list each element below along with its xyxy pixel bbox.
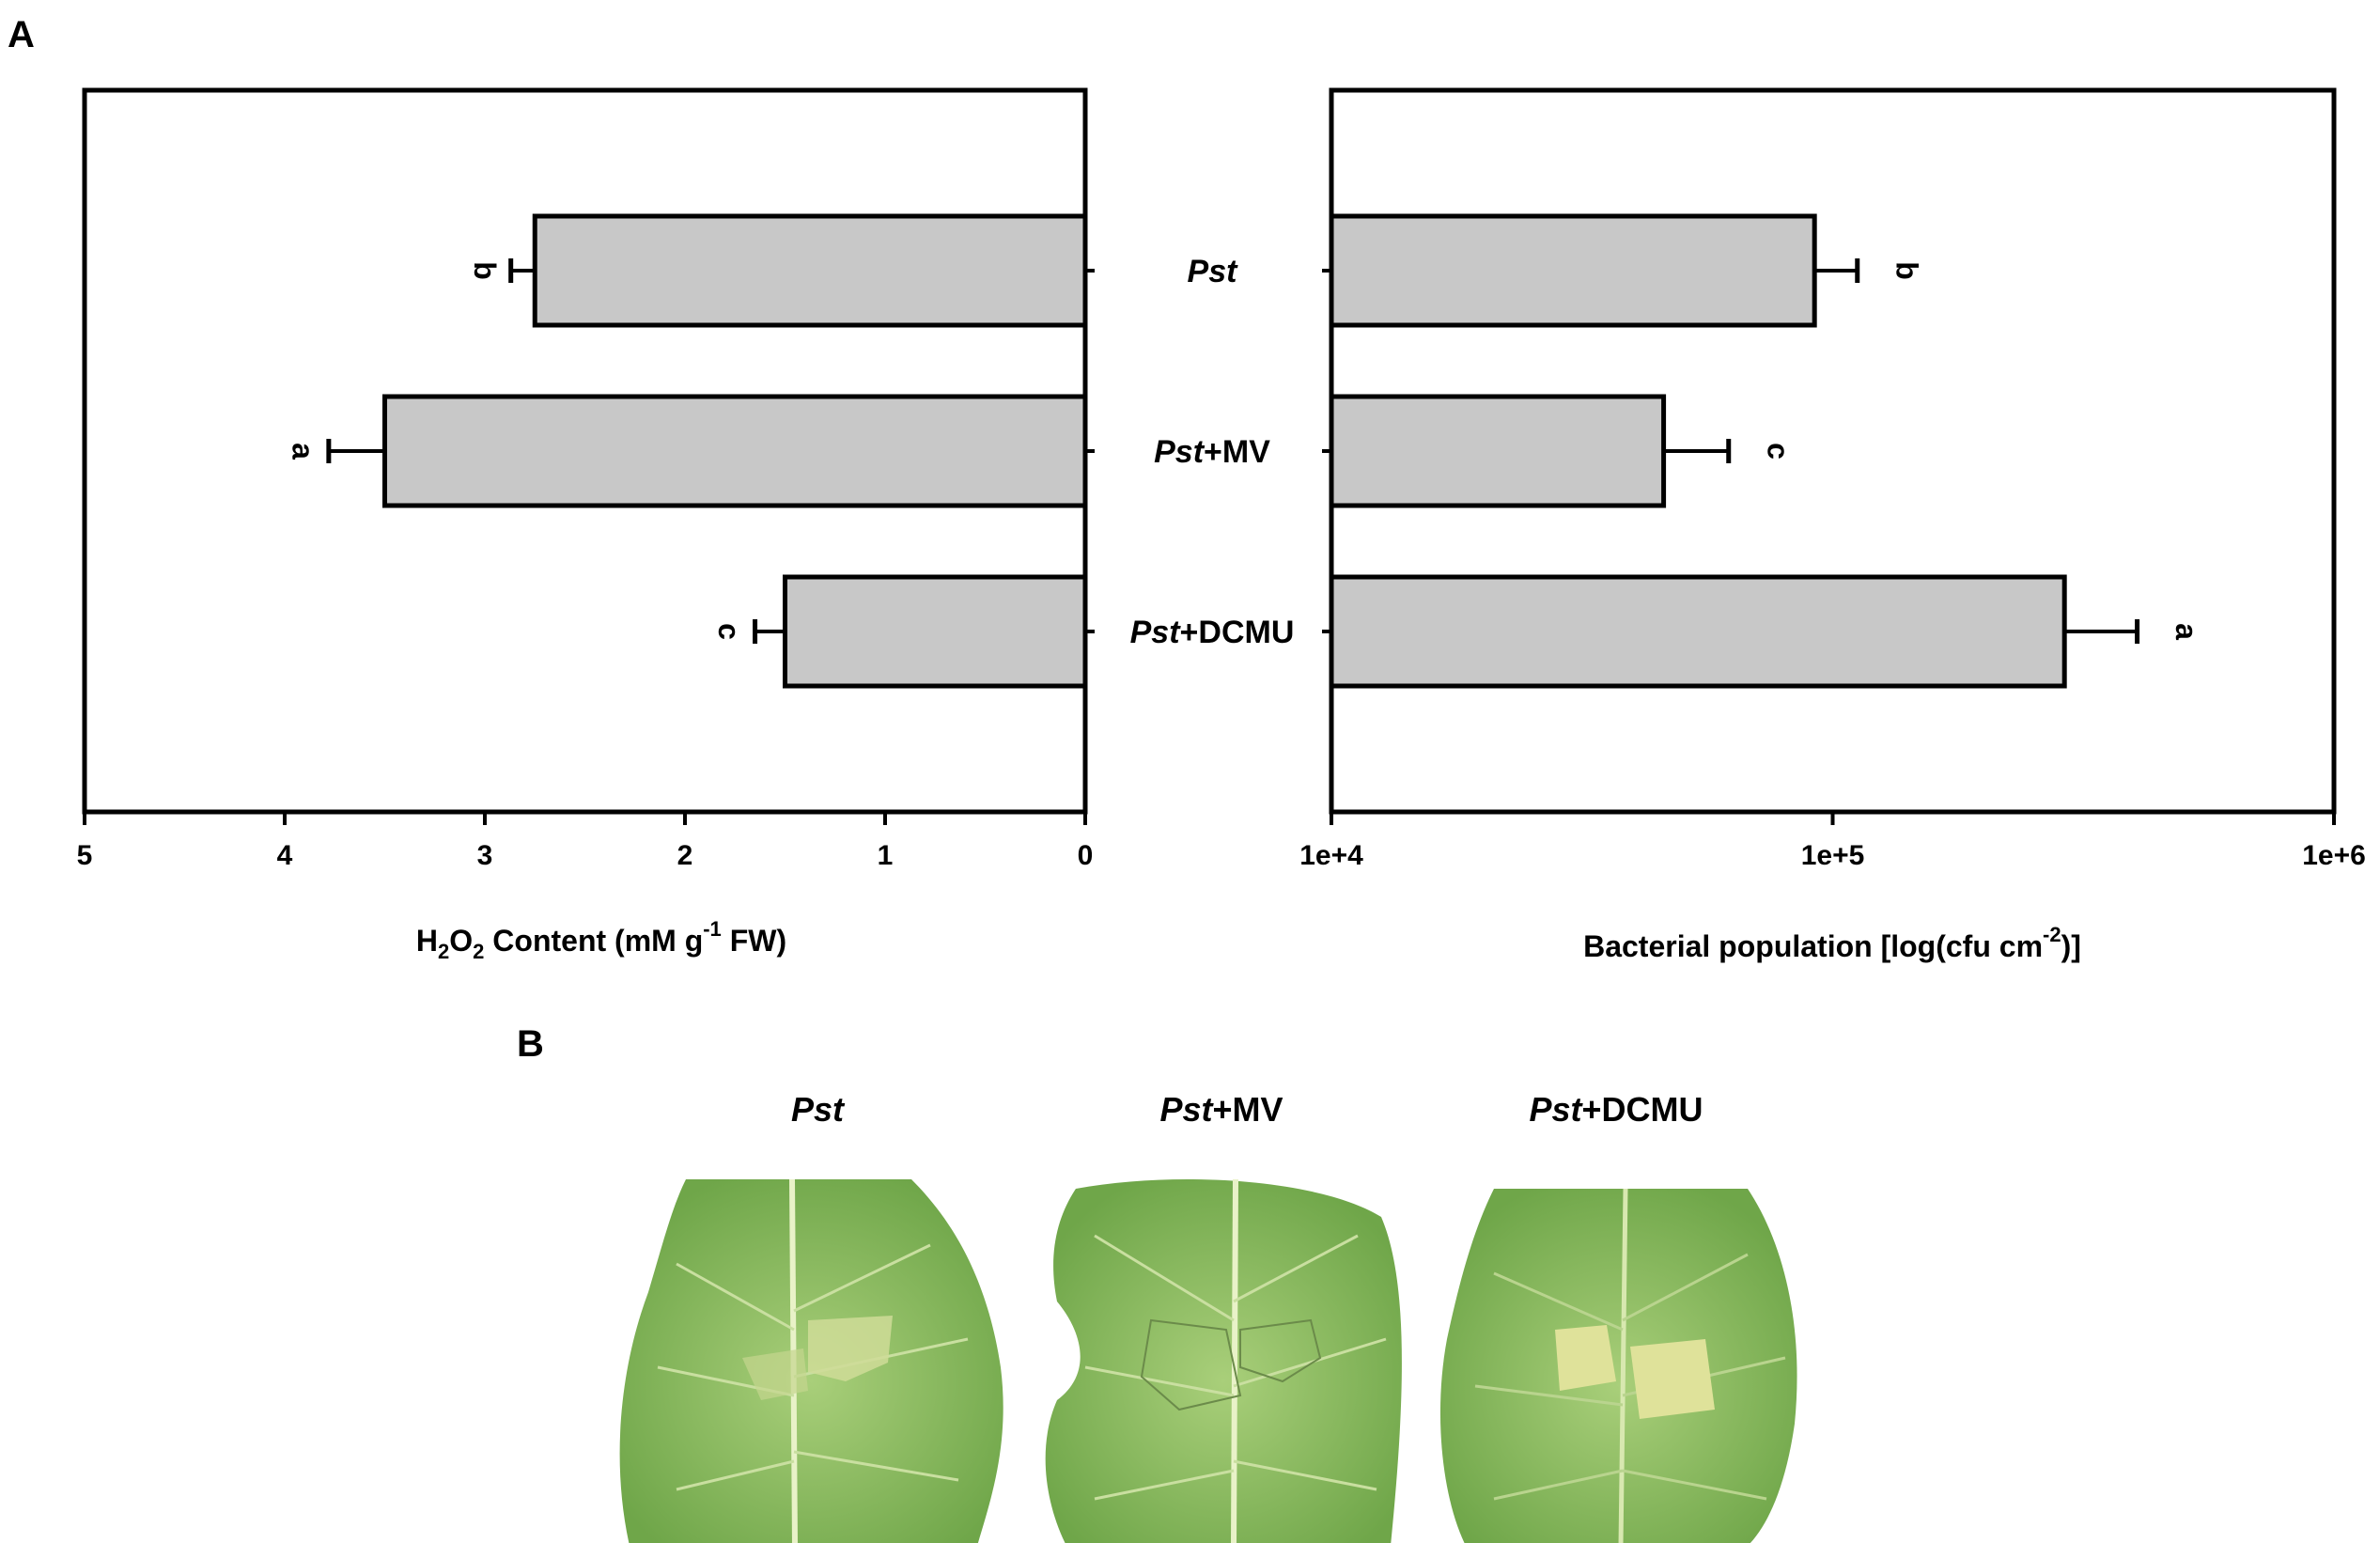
bacteria-label-sup: -2 (2043, 923, 2061, 946)
panel-a-label: A (8, 14, 35, 55)
leaf-label-pst-mv-rest: +MV (1212, 1090, 1283, 1129)
panel-b-label: B (517, 1023, 544, 1065)
h2o2-bars: b a c (286, 213, 1095, 689)
leaf-pst-mv (1045, 1178, 1402, 1543)
h2o2-bar (532, 213, 1088, 328)
bacteria-bar (1329, 213, 1817, 328)
category-label: Pst+MV (1154, 434, 1270, 470)
bacteria-bar (1329, 574, 2067, 689)
h2o2-significance-letter: b (468, 261, 502, 280)
h2o2-label-o: O (449, 924, 473, 958)
h2o2-tick-label: 3 (477, 840, 493, 871)
category-label-rest: +MV (1204, 434, 1270, 470)
h2o2-label-sub1: 2 (438, 940, 449, 963)
leaf-label-pst-mv-italic: Pst (1159, 1090, 1213, 1129)
category-label-rest: +DCMU (1180, 615, 1295, 650)
h2o2-tick-label: 1 (878, 840, 894, 871)
h2o2-bar (382, 394, 1088, 508)
leaf-label-pst-mv: Pst+MV (1024, 1090, 1419, 1130)
leaf-label-pst-dcmu-italic: Pst (1529, 1090, 1582, 1129)
bacteria-significance-letter: a (2170, 623, 2203, 640)
h2o2-significance-letter: a (286, 443, 319, 460)
h2o2-label-h: H (416, 924, 438, 958)
bacteria-label-suffix: )] (2061, 929, 2081, 963)
h2o2-label-suffix: FW) (722, 924, 786, 958)
h2o2-tick-label: 0 (1078, 840, 1094, 871)
h2o2-tick-label: 4 (277, 840, 293, 871)
category-label: Pst (1188, 254, 1239, 289)
bacteria-tick-label: 1e+5 (1801, 840, 1865, 871)
h2o2-significance-letter: c (712, 623, 746, 640)
h2o2-label-text: Content (mM g (484, 924, 703, 958)
h2o2-axis-ticks: 5 4 3 2 1 0 (77, 812, 1094, 871)
category-label-italic: Pst (1130, 615, 1182, 650)
leaf-label-pst-dcmu-rest: +DCMU (1581, 1090, 1703, 1129)
bacteria-tick-label: 1e+6 (2302, 840, 2366, 871)
h2o2-tick-label: 2 (677, 840, 693, 871)
bacteria-bar (1329, 394, 1667, 508)
h2o2-tick-label: 5 (77, 840, 93, 871)
leaf-label-pst: Pst (620, 1090, 1015, 1130)
category-label-italic: Pst (1188, 254, 1239, 289)
bacteria-significance-letter: b (1890, 261, 1923, 280)
leaf-label-pst-italic: Pst (790, 1090, 845, 1129)
bacteria-axis-label: Bacterial population [log(cfu cm-2)] (1583, 923, 2081, 963)
bacteria-axis-ticks: 1e+4 1e+5 1e+6 (1299, 812, 2366, 871)
category-label-italic: Pst (1154, 434, 1206, 470)
h2o2-label-sup: -1 (703, 917, 722, 941)
bacteria-significance-letter: c (1761, 443, 1795, 460)
h2o2-axis-label: H2O2 Content (mM g-1 FW) (416, 917, 786, 963)
bacteria-tick-label: 1e+4 (1299, 840, 1363, 871)
leaf-pst (619, 1178, 1003, 1543)
leaf-pst-dcmu (1439, 1188, 1797, 1543)
h2o2-label-sub2: 2 (473, 940, 484, 963)
bacteria-chart: b c a 1e+4 1e+5 1e+6 Bacterial population [l… (1299, 87, 2366, 963)
bacteria-label-text: Bacterial population [log(cfu cm (1583, 929, 2043, 963)
category-label: Pst+DCMU (1130, 615, 1295, 650)
bacteria-bars: b c a (1322, 213, 2203, 689)
h2o2-bar (783, 574, 1088, 689)
leaf-label-pst-dcmu: Pst+DCMU (1419, 1090, 1813, 1130)
